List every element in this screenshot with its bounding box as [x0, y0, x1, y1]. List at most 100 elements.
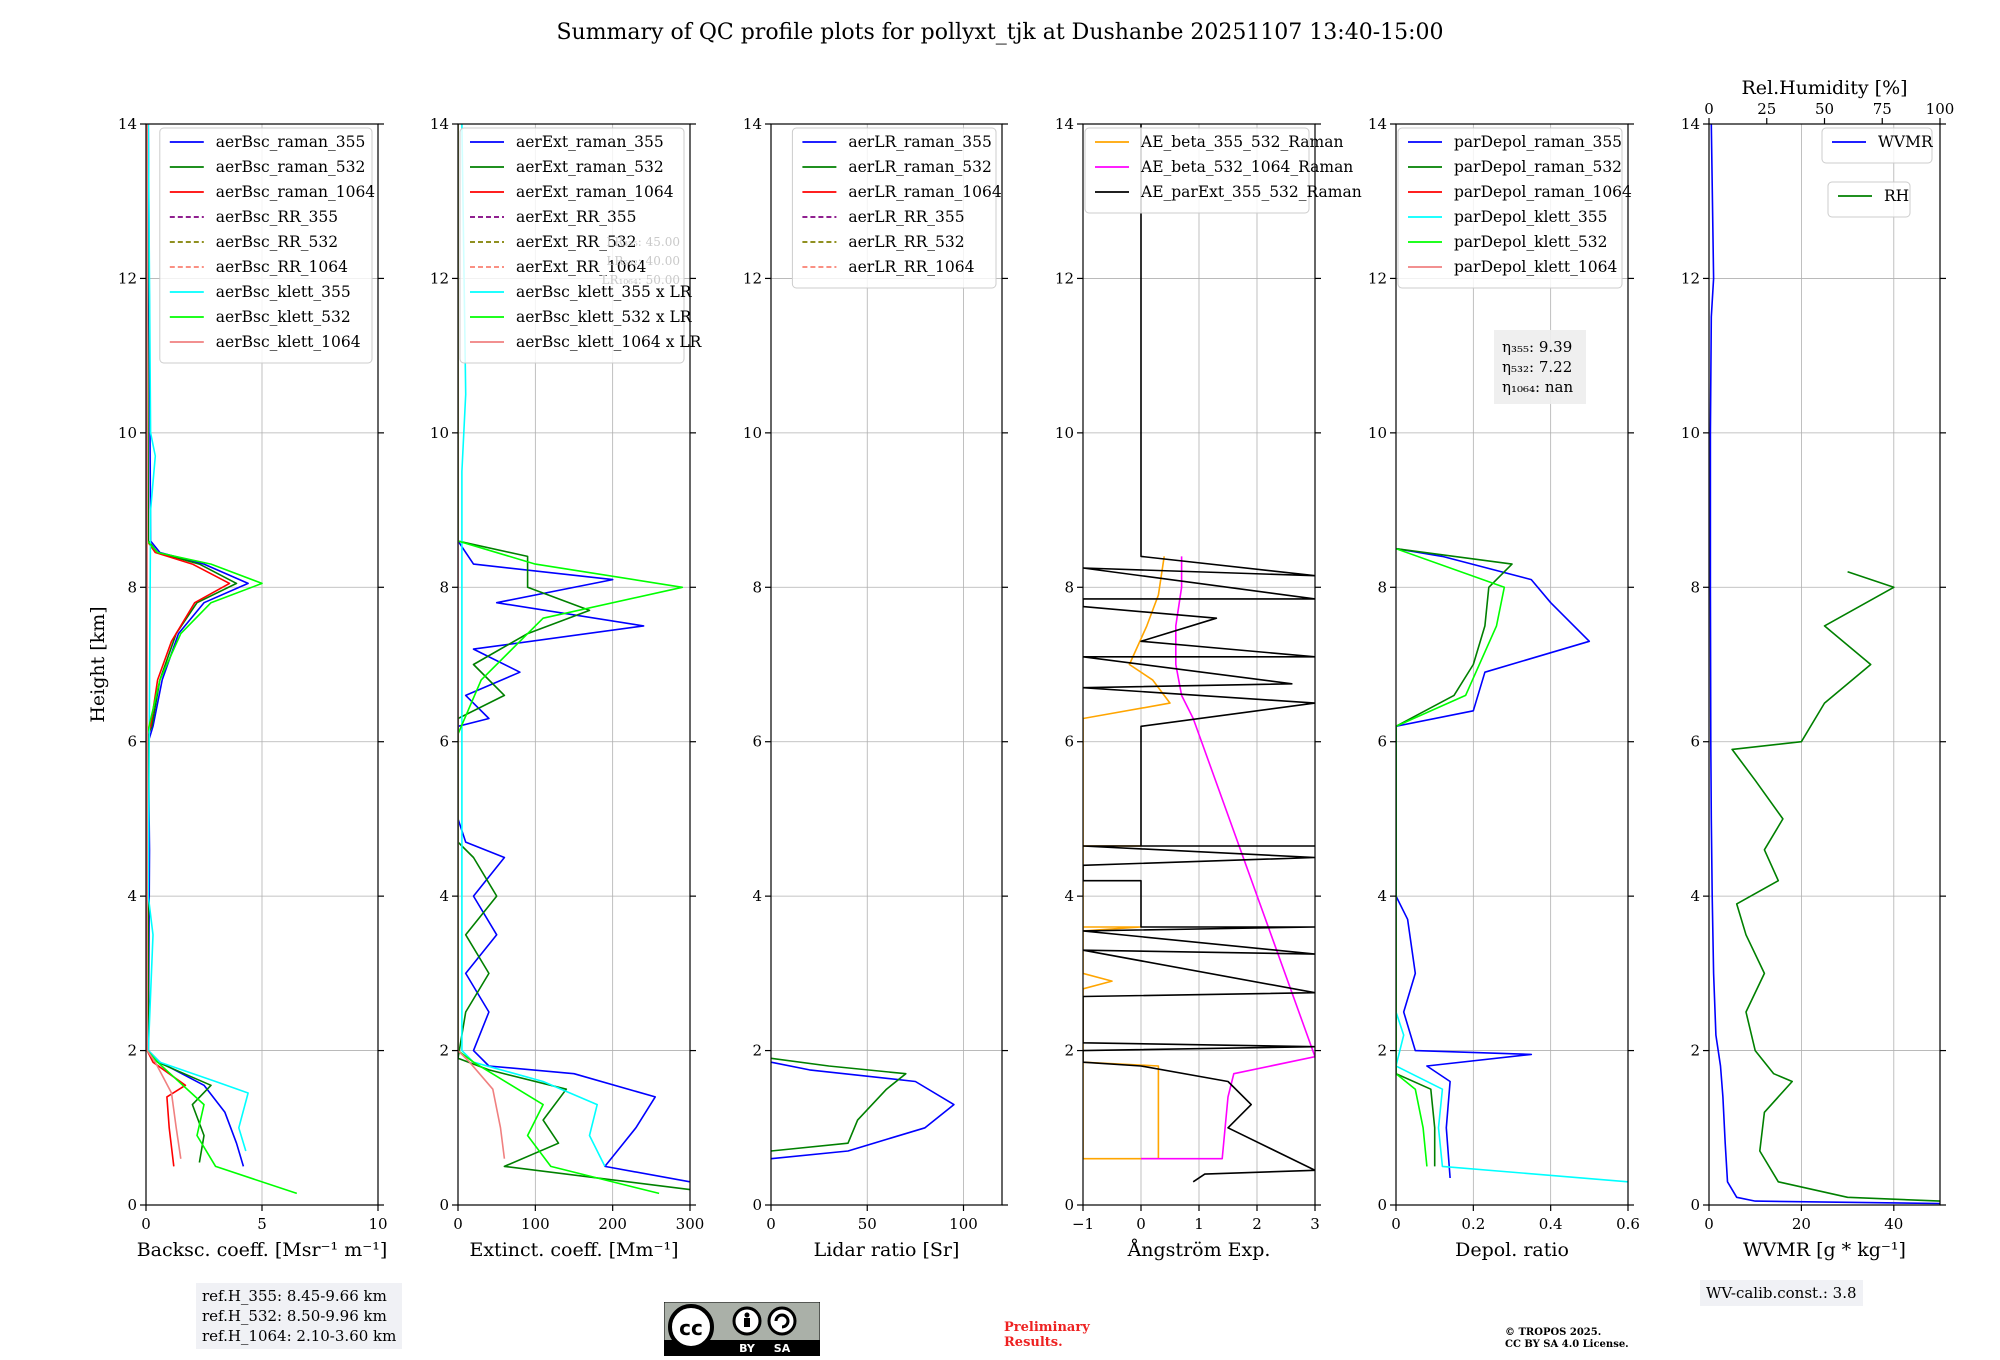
legend-label: aerBsc_RR_532 [216, 233, 338, 251]
legend-label: aerExt_RR_355 [516, 208, 637, 226]
legend: aerExt_raman_355 aerExt_raman_532 aerExt_r… [459, 127, 703, 364]
xtick-label: 0 [1136, 1215, 1146, 1233]
xtick-label: −1 [1072, 1215, 1094, 1233]
legend-label: parDepol_klett_532 [1454, 233, 1607, 251]
legend-label: aerLR_raman_1064 [848, 183, 1001, 201]
preliminary-line-2: Results. [1004, 1335, 1063, 1350]
xtick-label: 1 [1194, 1215, 1204, 1233]
top-x-axis-label: Rel.Humidity [%] [1741, 77, 1907, 99]
ytick-label: 4 [752, 887, 762, 905]
ytick-label: 2 [439, 1042, 449, 1060]
ytick-label: 6 [127, 733, 137, 751]
annotation-line: η₃₅₅: 9.39 [1502, 338, 1572, 356]
wv-calib-box: WV-calib.const.: 3.8 [1700, 1280, 1863, 1306]
ytick-label: 10 [118, 424, 137, 442]
xtick-label: 0 [453, 1215, 463, 1233]
legend-label: parDepol_raman_355 [1454, 133, 1622, 151]
legend-label: aerLR_RR_1064 [848, 258, 974, 276]
ytick-label: 6 [1377, 733, 1387, 751]
ref-height-355: ref.H_355: 8.45-9.66 km [202, 1287, 387, 1305]
legend-label: parDepol_klett_355 [1454, 208, 1607, 226]
series-AE_beta_532_1064_Raman [1141, 556, 1315, 1160]
ytick-label: 6 [1690, 733, 1700, 751]
legend-label: parDepol_klett_1064 [1454, 258, 1617, 276]
legend: WVMR [1821, 127, 1934, 164]
ytick-label: 2 [1690, 1042, 1700, 1060]
legend: RH [1827, 181, 1911, 218]
ytick-label: 2 [752, 1042, 762, 1060]
xtick-label: 0 [141, 1215, 151, 1233]
ytick-label: 10 [743, 424, 762, 442]
xtick-label: 10 [368, 1215, 387, 1233]
xtick-label: 200 [598, 1215, 627, 1233]
series-aerBsc_klett_532 [146, 124, 298, 1195]
legend-frame [791, 127, 997, 289]
legend-label: aerBsc_raman_355 [216, 133, 366, 151]
series-aerBsc_klett_532 x LR [458, 124, 684, 1195]
ytick-label: 8 [1377, 578, 1387, 596]
x-axis-label: Lidar ratio [Sr] [814, 1239, 960, 1261]
copyright-note: © TROPOS 2025. CC BY SA 4.0 License. [1505, 1327, 1629, 1351]
legend-label: aerBsc_raman_1064 [216, 183, 376, 201]
ytick-label: 12 [1368, 269, 1387, 287]
preliminary-note: Preliminary Results. [1004, 1320, 1090, 1350]
ytick-label: 2 [1064, 1042, 1074, 1060]
series-group [1709, 124, 1940, 1205]
preliminary-line-1: Preliminary [1004, 1320, 1090, 1335]
cc-license-badge: cc BY SA [664, 1302, 820, 1356]
annotation-box [1494, 330, 1586, 404]
xtick-label: 40 [1884, 1215, 1903, 1233]
ytick-label: 0 [1377, 1196, 1387, 1214]
legend-label: RH [1884, 187, 1909, 205]
series-aerLR_raman_355 [771, 1061, 955, 1160]
legend-label: aerLR_RR_532 [848, 233, 964, 251]
ytick-label: 10 [430, 424, 449, 442]
ytick-label: 6 [439, 733, 449, 751]
legend-label: aerBsc_klett_355 [216, 283, 351, 301]
legend: aerLR_raman_355 aerLR_raman_532 aerLR_rama… [791, 127, 1002, 289]
copyright-line-1: © TROPOS 2025. [1505, 1327, 1602, 1338]
legend-label: aerLR_raman_532 [848, 158, 991, 176]
legend-label: aerBsc_RR_355 [216, 208, 338, 226]
legend-label: AE_beta_355_532_Raman [1140, 133, 1343, 151]
legend-label: aerBsc_klett_1064 x LR [516, 333, 703, 351]
annotation-line: η₅₃₂: 7.22 [1502, 358, 1572, 376]
cc-by-label: BY [739, 1342, 756, 1355]
xtick-label: 0 [1704, 1215, 1714, 1233]
legend-label: aerLR_raman_355 [848, 133, 991, 151]
ytick-label: 4 [127, 887, 137, 905]
ytick-label: 14 [118, 115, 137, 133]
xtick-label: 0.6 [1616, 1215, 1640, 1233]
series-parDepol_klett_532 [1396, 547, 1506, 1167]
xtick-label: 50 [858, 1215, 877, 1233]
legend-label: aerBsc_klett_1064 [216, 333, 361, 351]
depol-annotation: η₃₅₅: 9.39 η₅₃₂: 7.22 η₁₀₆₄: nan [1494, 330, 1586, 404]
ytick-label: 12 [118, 269, 137, 287]
ytick-label: 14 [743, 115, 762, 133]
legend-label: aerExt_raman_355 [516, 133, 664, 151]
legend: AE_beta_355_532_Raman AE_beta_532_1064_Ra… [1084, 127, 1362, 214]
legend-label: aerBsc_klett_355 x LR [516, 283, 693, 301]
ytick-label: 0 [439, 1196, 449, 1214]
ytick-label: 8 [439, 578, 449, 596]
lidar-ratio-note: LR₃₅₅: 45.00 [606, 235, 680, 249]
lidar-ratio-note: LR₁₀₆₄: 50.00 [602, 273, 680, 287]
x-axis-label: WVMR [g * kg⁻¹] [1743, 1239, 1906, 1261]
ytick-label: 0 [1690, 1196, 1700, 1214]
legend-label: aerExt_RR_532 [516, 233, 637, 251]
series-aerBsc_raman_532 [146, 124, 238, 1163]
xtick-label: 100 [949, 1215, 978, 1233]
figure-title: Summary of QC profile plots for pollyxt_… [556, 20, 1444, 45]
ytick-label: 6 [752, 733, 762, 751]
annotation-line: η₁₀₆₄: nan [1502, 378, 1573, 396]
panel-depolarization: 0 2 4 6 8 10 12 14 0 0.2 0.4 0.6 Depol. ratio parDepo… [1368, 115, 1640, 1261]
ytick-label: 4 [1064, 887, 1074, 905]
panel-extinction: 0 2 4 6 8 10 12 14 0 100 200 300 Extinct. coeff. [Mm… [430, 115, 704, 1261]
ytick-label: 14 [430, 115, 449, 133]
xtick-label: 0.2 [1461, 1215, 1485, 1233]
series-group [1083, 124, 1315, 1183]
ytick-label: 8 [1690, 578, 1700, 596]
legend-label: aerExt_RR_1064 [516, 258, 647, 276]
xtick-label: 20 [1792, 1215, 1811, 1233]
